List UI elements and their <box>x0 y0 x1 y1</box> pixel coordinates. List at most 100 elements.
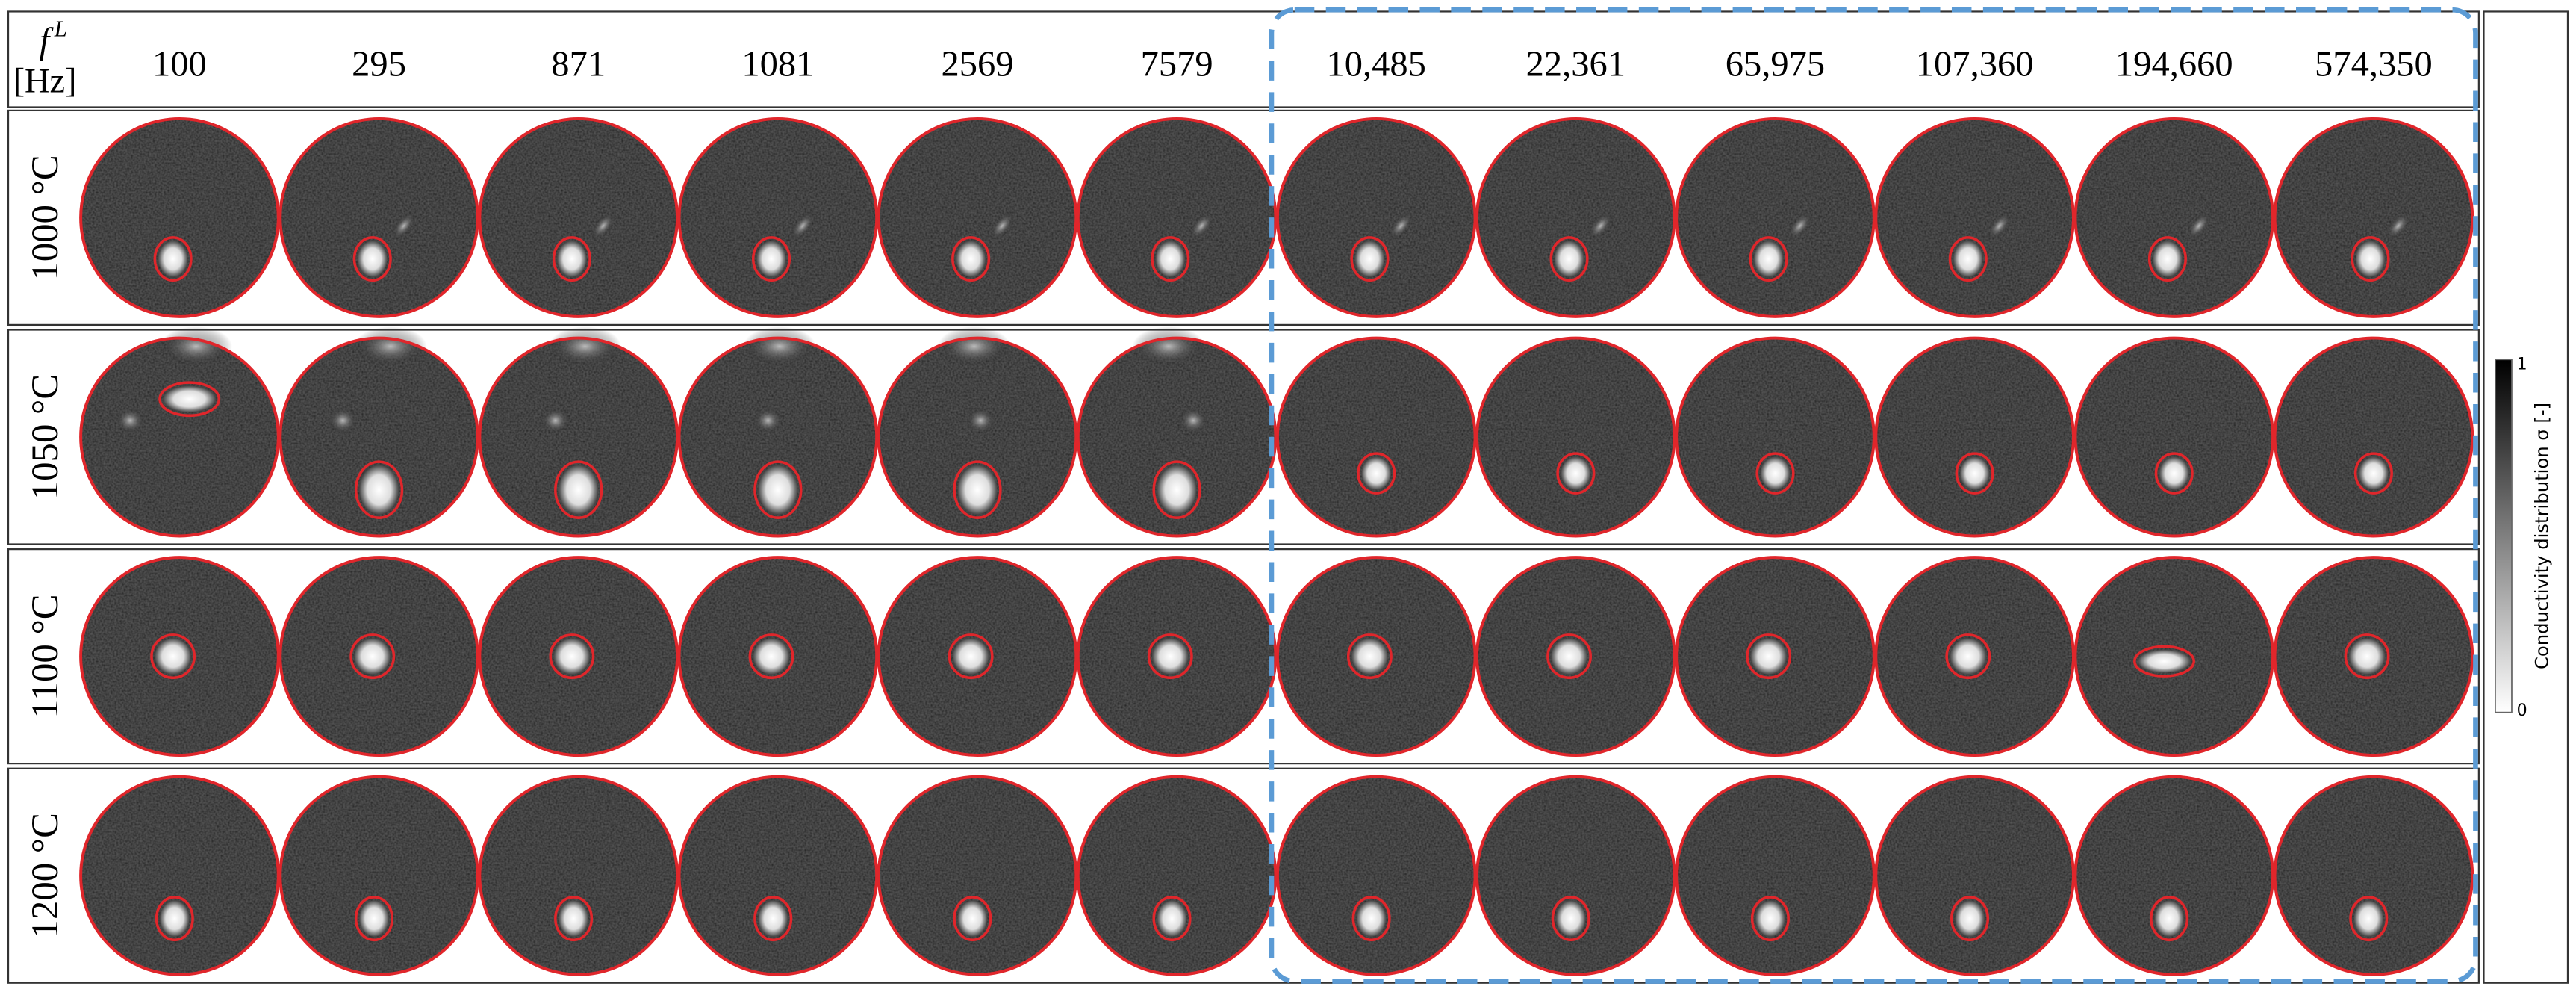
artifact <box>938 326 1011 367</box>
tomogram <box>1076 117 1278 318</box>
header-frame <box>7 10 2480 108</box>
tomogram <box>2073 336 2275 538</box>
inclusion <box>1755 900 1785 937</box>
tomogram-disc <box>1077 338 1276 536</box>
colorbar-max: 1 <box>2517 355 2527 374</box>
inclusion-outline <box>1950 896 1990 942</box>
tomogram <box>478 117 679 318</box>
tomogram-rim <box>877 336 1078 538</box>
tomogram <box>1675 117 1876 318</box>
artifact <box>2186 212 2212 240</box>
artifact <box>540 407 570 434</box>
tomogram <box>1874 336 2075 538</box>
inclusion-outline <box>1346 633 1393 680</box>
inclusion-outline <box>349 633 396 680</box>
tomogram <box>279 117 479 318</box>
highlight-box <box>1269 7 2478 984</box>
tomogram <box>1275 556 1477 757</box>
tomogram <box>1675 556 1876 757</box>
tomogram-rim <box>279 117 479 318</box>
tomogram-rim <box>79 775 280 976</box>
symbol-superscript: L <box>54 16 67 42</box>
tomogram-rim <box>877 117 1078 318</box>
tomogram-disc <box>1876 118 2073 317</box>
inclusion <box>1750 638 1787 675</box>
tomogram-rim <box>1874 117 2075 318</box>
colorbar-frame <box>2483 10 2569 984</box>
artifact <box>1132 326 1205 367</box>
inclusion-outline <box>1945 633 1991 680</box>
frequency-label: 574,350 <box>2315 45 2433 84</box>
tomogram <box>2073 775 2275 976</box>
tomogram-disc <box>479 118 678 317</box>
tomogram <box>1275 336 1477 538</box>
frequency-label: 2569 <box>941 45 1013 84</box>
tomogram-rim <box>2273 775 2474 976</box>
tomogram-rim <box>1076 556 1278 757</box>
tomogram <box>2073 556 2275 757</box>
tomogram-disc <box>1477 776 1675 975</box>
tomogram-disc <box>2075 338 2274 536</box>
tomogram <box>478 775 679 976</box>
tomogram-disc <box>1676 338 1874 536</box>
inclusion-outline <box>2150 896 2189 942</box>
inclusion-outline <box>1955 452 1994 495</box>
inclusion-outline <box>2133 645 2196 678</box>
inclusion-outline <box>2154 452 2194 495</box>
inclusion-outline <box>953 460 1002 519</box>
inclusion-outline <box>951 236 991 282</box>
tomogram-rim <box>279 775 479 976</box>
tomogram-disc <box>1477 338 1675 536</box>
tomogram-rim <box>1475 775 1676 976</box>
tomogram-rim <box>279 556 479 757</box>
inclusion <box>2138 649 2191 673</box>
inclusion <box>1555 900 1586 937</box>
inclusion-outline <box>948 633 994 680</box>
tomogram-rim <box>1275 556 1477 757</box>
inclusion <box>559 465 599 515</box>
inclusion <box>957 900 988 937</box>
inclusion-outline <box>1546 633 1592 680</box>
tomogram <box>79 117 280 318</box>
inclusion-outline <box>549 633 595 680</box>
tomogram <box>1874 775 2075 976</box>
inclusion-outline <box>1551 896 1590 942</box>
tomogram-rim <box>1675 556 1876 757</box>
tomogram-disc <box>2274 118 2473 317</box>
tomogram <box>79 775 280 976</box>
frequency-label: 100 <box>152 45 207 84</box>
frequency-label: 194,660 <box>2115 45 2233 84</box>
tomogram <box>1475 336 1676 538</box>
inclusion <box>1950 638 1987 675</box>
tomogram-disc <box>1876 338 2073 536</box>
inclusion-outline <box>1755 452 1795 495</box>
tomogram <box>1076 775 1278 976</box>
inclusion-outline <box>354 896 393 942</box>
inclusion <box>1361 456 1392 490</box>
tomogram-rim <box>1874 775 2075 976</box>
inclusion <box>163 385 216 412</box>
inclusion <box>2153 241 2183 277</box>
artifact <box>1788 212 1813 240</box>
frequency-label: 871 <box>551 45 606 84</box>
inclusion <box>1354 241 1385 277</box>
inclusion-outline <box>1750 896 1790 942</box>
tomogram-rim <box>2073 556 2275 757</box>
tomogram <box>677 326 879 538</box>
inclusion-outline <box>155 896 194 942</box>
inclusion <box>553 638 591 675</box>
tomogram <box>1475 775 1676 976</box>
tomogram <box>478 326 679 538</box>
inclusion-outline <box>753 460 803 519</box>
inclusion <box>359 465 399 515</box>
inclusion <box>758 465 798 515</box>
tomogram <box>279 326 479 538</box>
inclusion <box>357 241 388 277</box>
inclusion <box>159 900 190 937</box>
artifact <box>790 212 815 240</box>
tomogram-disc <box>2075 118 2274 317</box>
tomogram-rim <box>2273 336 2474 538</box>
tomogram <box>1076 326 1278 538</box>
